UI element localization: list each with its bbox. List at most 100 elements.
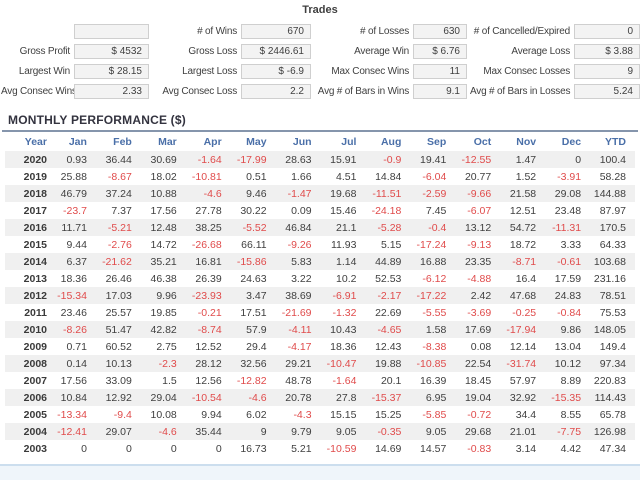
value-cell: 19.04 [464, 391, 492, 404]
value-cell: 5.83 [291, 255, 312, 268]
year-cell: 2006 [23, 391, 47, 404]
year-cell: 2003 [23, 442, 47, 455]
table-row-2013: 2013 18.36 26.46 46.38 26.39 24.63 3.22 10.2 52.… [5, 270, 635, 287]
value-cell: -4.17 [287, 340, 312, 353]
value-cell: 8.55 [560, 408, 582, 421]
next-section-divider-band [0, 464, 640, 480]
value-cell: -12.41 [57, 425, 87, 438]
trades-stat-label: Largest Win [18, 66, 70, 77]
value-cell: 0.09 [291, 204, 312, 217]
value-cell: -5.85 [422, 408, 447, 421]
value-cell: -21.69 [281, 306, 312, 319]
value-cell: 5.21 [291, 442, 312, 455]
column-header-nov: Nov [516, 135, 537, 148]
value-cell: 0 [215, 442, 222, 455]
value-cell: -17.22 [416, 289, 447, 302]
value-cell: 0 [575, 153, 582, 166]
value-cell: 30.69 [150, 153, 177, 166]
value-cell: 25.88 [60, 170, 87, 183]
value-cell: -17.99 [236, 153, 267, 166]
value-cell: -15.35 [551, 391, 582, 404]
value-cell: 16.73 [240, 442, 267, 455]
value-cell: 4.51 [336, 170, 357, 183]
value-cell: -6.91 [332, 289, 357, 302]
value-cell: 0 [170, 442, 177, 455]
value-cell: -6.04 [422, 170, 447, 183]
value-cell: 57.97 [509, 374, 537, 387]
year-cell: 2013 [23, 272, 47, 285]
value-cell: 5.15 [380, 238, 402, 251]
value-cell: 12.56 [195, 374, 222, 387]
value-cell: -21.62 [102, 255, 132, 268]
monthly-table-body: 2020 0.93 36.44 30.69 -1.64 -17.99 28.63 15.91 -… [5, 151, 635, 457]
section-title-rule [2, 130, 638, 132]
value-cell: 19.68 [330, 187, 357, 200]
year-cell: 2014 [23, 255, 47, 268]
monthly-table-header: Year Jan Feb Mar Apr May Jun Jul Aug Sep Oct Nov Dec… [5, 132, 635, 151]
value-cell: 18.36 [60, 272, 87, 285]
value-cell: 35.44 [195, 425, 222, 438]
table-row-2007: 2007 17.56 33.09 1.5 12.56 -12.82 48.78 -1.64 20… [5, 372, 635, 389]
value-cell: 0 [81, 442, 87, 455]
value-cell: 100.4 [599, 153, 626, 166]
value-cell: 48.78 [285, 374, 312, 387]
value-cell: 1.52 [515, 170, 537, 183]
value-cell: -12.82 [236, 374, 267, 387]
value-cell: 4.42 [560, 442, 582, 455]
value-cell: -3.69 [467, 306, 492, 319]
table-row-2019: 2019 25.88 -8.67 18.02 -10.81 0.51 1.66 4.51 14.… [5, 168, 635, 185]
table-row-2012: 2012 -15.34 17.03 9.96 -23.93 3.47 38.69 -6.91 -… [5, 287, 635, 304]
value-cell: 23.35 [464, 255, 492, 268]
value-cell: 10.08 [150, 408, 177, 421]
trades-stat-label: Average Win [354, 46, 409, 57]
trades-stat-value: 630 [413, 24, 467, 39]
value-cell: 17.56 [60, 374, 87, 387]
value-cell: 24.63 [240, 272, 267, 285]
trades-section-title: Trades [302, 4, 338, 16]
value-cell: 1.14 [336, 255, 357, 268]
value-cell: 52.53 [375, 272, 402, 285]
value-cell: 29.08 [554, 187, 582, 200]
value-cell: 10.12 [554, 357, 582, 370]
value-cell: 27.8 [336, 391, 357, 404]
value-cell: 36.44 [105, 153, 132, 166]
value-cell: -15.37 [371, 391, 402, 404]
trades-section: Trades # of Wins 670 # of Losses 630 # of Ca… [0, 0, 640, 99]
year-cell: 2009 [23, 340, 47, 353]
year-cell: 2008 [23, 357, 47, 370]
value-cell: 17.03 [105, 289, 132, 302]
value-cell: 3.14 [515, 442, 537, 455]
trades-stat-label: Gross Loss [188, 46, 237, 57]
table-row-2010: 2010 -8.26 51.47 42.82 -8.74 57.9 -4.11 10.43 -4… [5, 321, 635, 338]
year-cell: 2020 [23, 153, 47, 166]
value-cell: 29.68 [464, 425, 492, 438]
value-cell: 22.69 [375, 306, 402, 319]
value-cell: 38.69 [285, 289, 312, 302]
value-cell: -15.86 [236, 255, 267, 268]
value-cell: -1.64 [197, 153, 222, 166]
value-cell: 14.69 [375, 442, 402, 455]
value-cell: 18.72 [509, 238, 537, 251]
value-cell: 3.22 [291, 272, 312, 285]
value-cell: 32.92 [509, 391, 537, 404]
value-cell: 37.24 [105, 187, 132, 200]
value-cell: 30.22 [240, 204, 267, 217]
value-cell: -10.47 [326, 357, 357, 370]
value-cell: 47.68 [509, 289, 537, 302]
value-cell: -9.13 [467, 238, 492, 251]
value-cell: 18.45 [464, 374, 492, 387]
value-cell: 46.38 [150, 272, 177, 285]
value-cell: -11.51 [372, 187, 402, 200]
trades-stats-grid: # of Wins 670 # of Losses 630 # of Cancelled… [1, 24, 640, 99]
value-cell: 6.37 [66, 255, 87, 268]
value-cell: 9.96 [156, 289, 177, 302]
value-cell: 22.54 [464, 357, 492, 370]
value-cell: -3.91 [557, 170, 582, 183]
value-cell: -2.17 [377, 289, 402, 302]
value-cell: 13.12 [464, 221, 492, 234]
value-cell: -1.32 [332, 306, 357, 319]
value-cell: 10.43 [330, 323, 357, 336]
value-cell: 10.2 [336, 272, 357, 285]
table-row-2003: 2003 0 0 0 0 16.73 5.21 -10.59 14.69 14.57 -0.83 3.… [5, 440, 635, 457]
column-header-aug: Aug [380, 135, 402, 148]
